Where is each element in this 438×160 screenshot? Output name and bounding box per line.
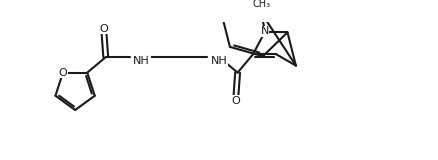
Text: NH: NH [211,56,227,66]
Text: NH: NH [133,56,150,66]
Text: O: O [100,24,108,34]
Text: O: O [59,68,67,78]
Text: CH₃: CH₃ [252,0,270,8]
Text: O: O [232,96,240,106]
Text: N: N [261,27,269,36]
